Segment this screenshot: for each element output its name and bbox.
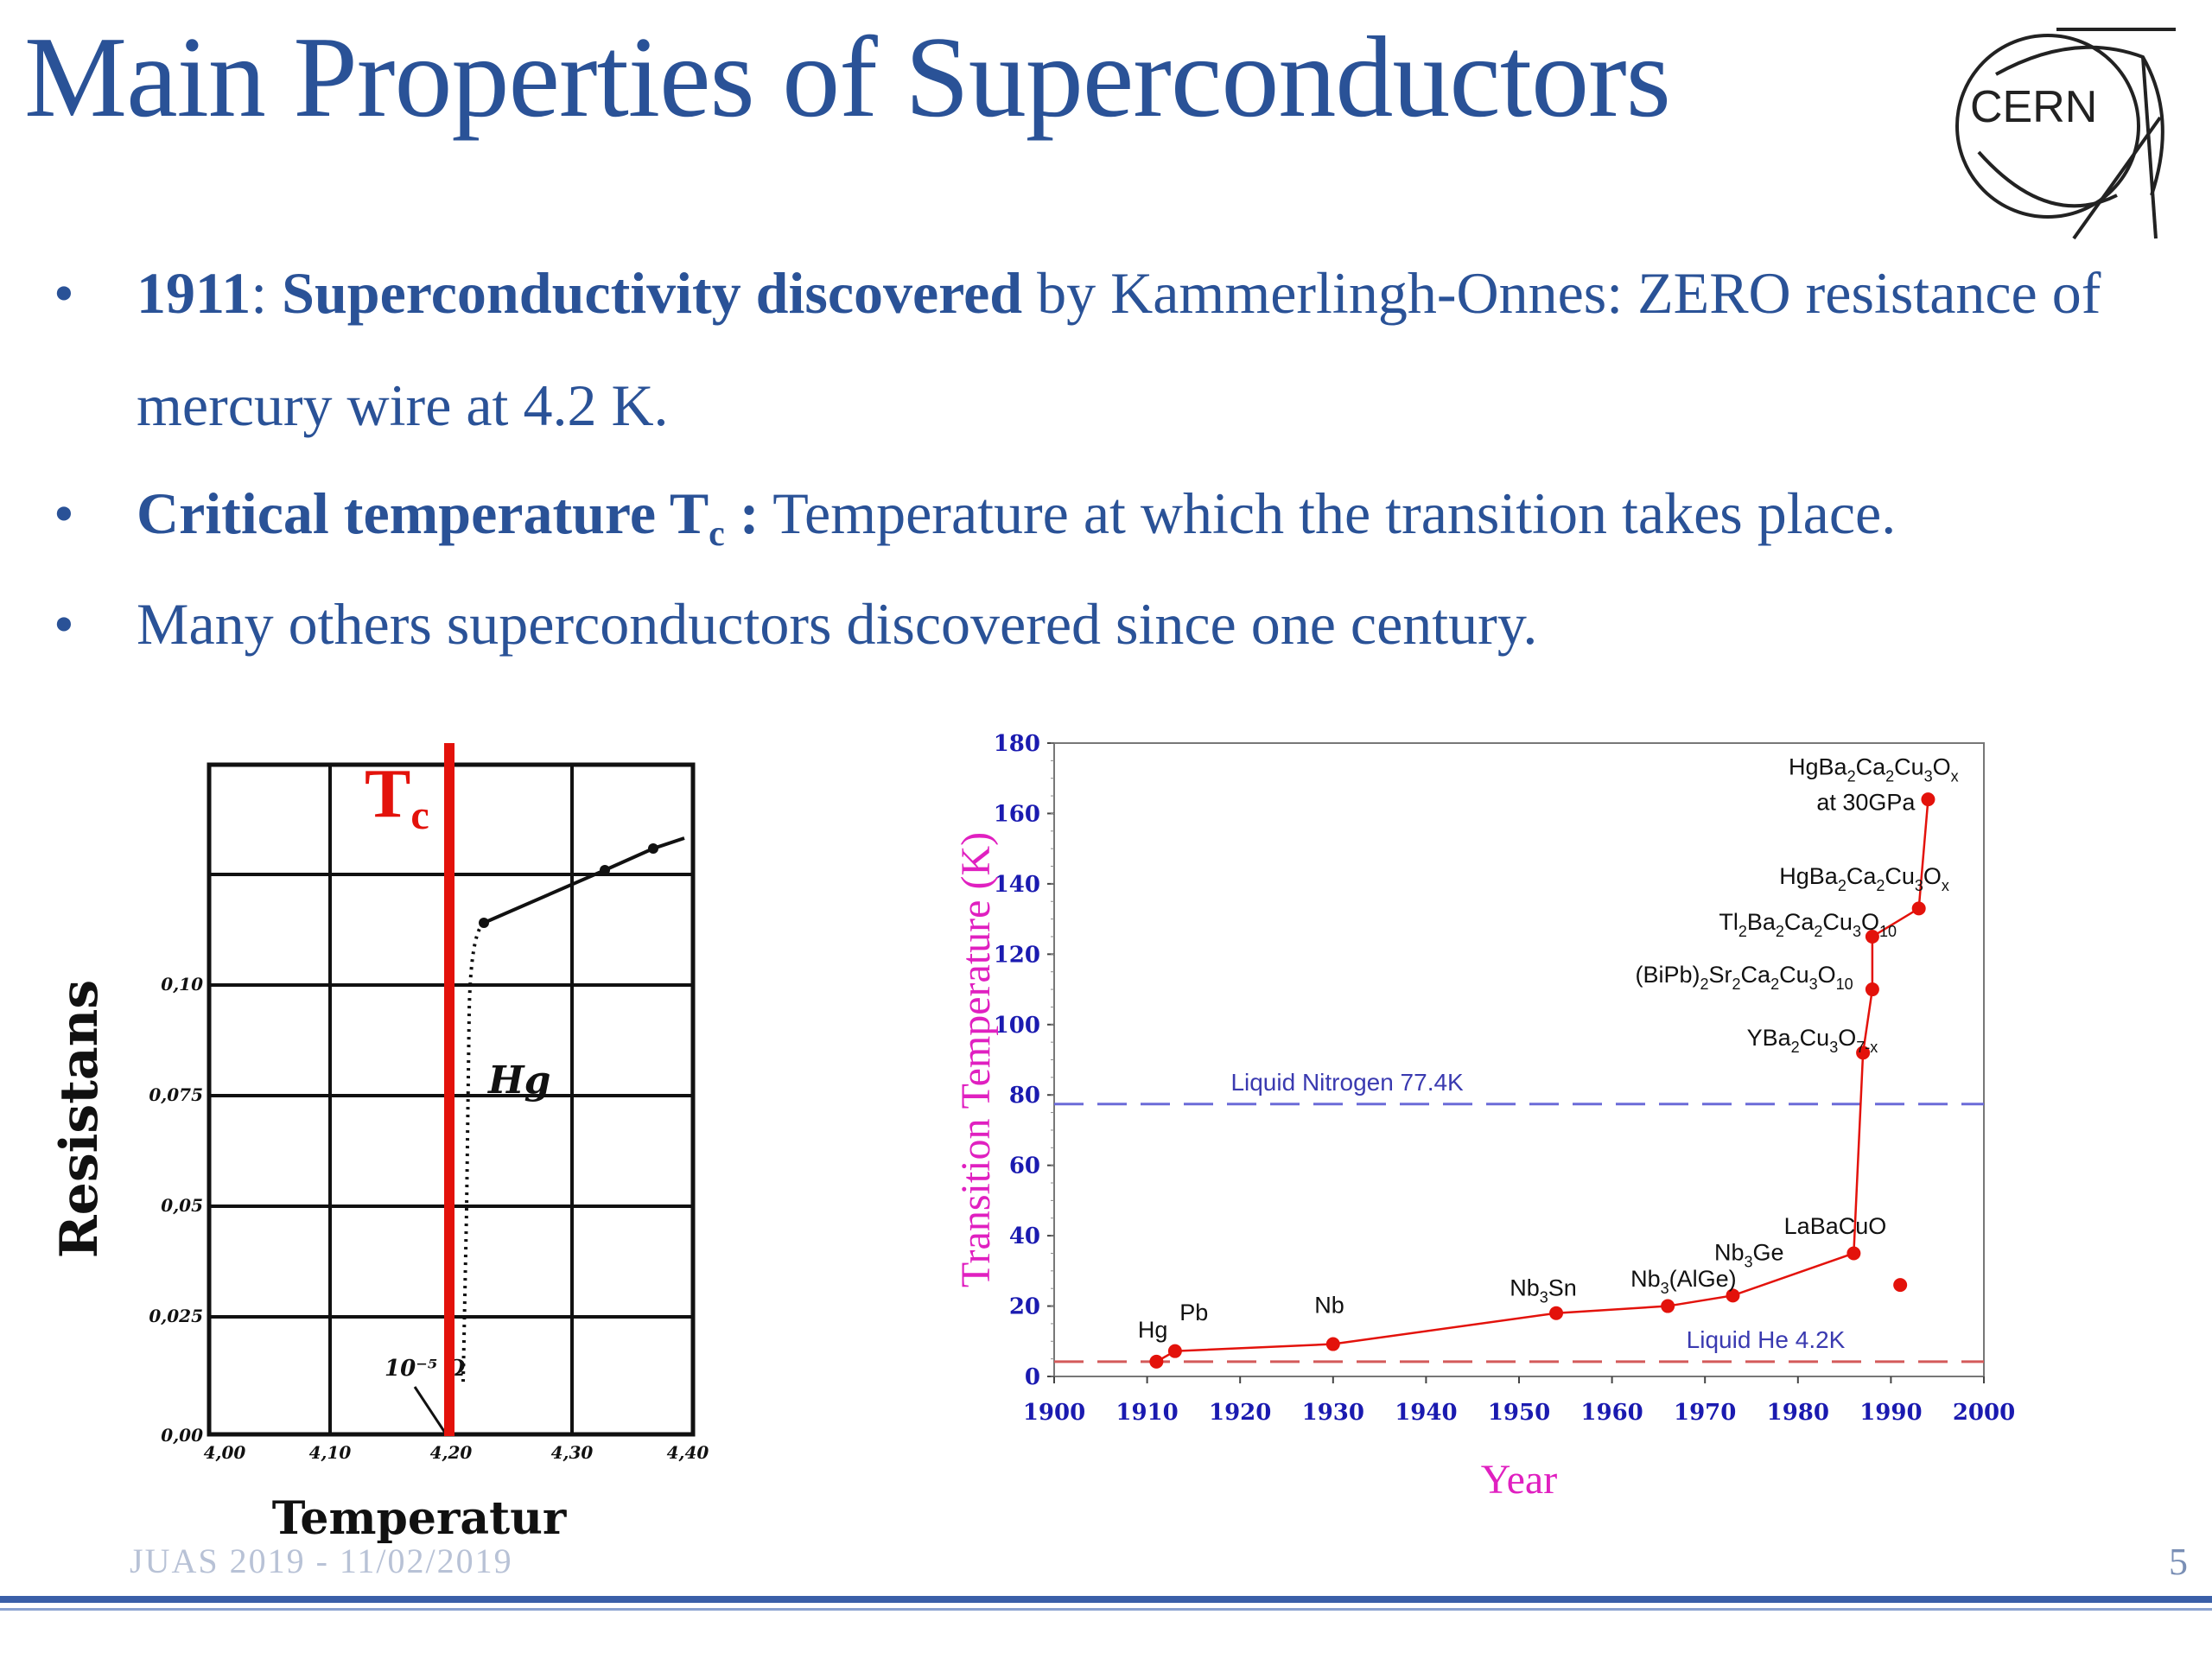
chart-ytick-label: 120: [994, 942, 1040, 968]
bullet-1-year: 1911: [137, 260, 251, 326]
chart-xtick-label: 1940: [1395, 1400, 1457, 1426]
data-point: [1549, 1306, 1564, 1320]
chart-xtick-label: 2000: [1953, 1400, 2015, 1426]
bullet-1-text: 1911: Superconductivity discovered by Ka…: [137, 259, 2101, 327]
point-label: HgBa2Ca2Cu3Ox: [1789, 754, 1959, 785]
slide-title: Main Properties of Superconductors: [24, 13, 1671, 141]
chart-ytick-label: 80: [1009, 1083, 1040, 1109]
data-point: [1921, 792, 1936, 807]
data-point: [1661, 1299, 1675, 1313]
data-point: [1149, 1354, 1164, 1369]
resistance-xtick-label: 4,10: [309, 1442, 352, 1463]
resistance-curve-transition: [461, 921, 486, 1383]
resistance-ytick-label: 0,05: [161, 1195, 203, 1216]
resistance-ytick-label: 0,025: [149, 1306, 203, 1326]
tc-label: Tc: [365, 756, 429, 838]
footer-rule-thin: [0, 1608, 2212, 1611]
data-point: [1167, 1344, 1182, 1358]
point-label: Nb: [1314, 1293, 1344, 1319]
point-label: Tl2Ba2Ca2Cu3O10: [1719, 909, 1897, 940]
data-point: [1847, 1246, 1861, 1261]
chart-xtick-label: 1930: [1302, 1400, 1364, 1426]
bullet-3-text: Many others superconductors discovered s…: [137, 591, 1538, 657]
point-label: Nb3Ge: [1714, 1240, 1784, 1271]
resistance-xtick-label: 4,00: [204, 1442, 246, 1463]
page-number: 5: [2169, 1541, 2188, 1583]
point-label: YBa2Cu3O7-x: [1747, 1025, 1878, 1056]
point-label: Nb3Sn: [1510, 1274, 1577, 1306]
chart-xtick-label: 1910: [1116, 1400, 1178, 1426]
point-label: (BiPb)2Sr2Ca2Cu3O10: [1636, 962, 1853, 993]
point-label: Hg: [1138, 1317, 1168, 1343]
bullet-2-marker: •: [54, 480, 74, 546]
chart-ytick-label: 0: [1025, 1364, 1040, 1390]
resistance-ytick-label: 0,075: [149, 1084, 203, 1105]
resistance-plot-xticks: 4,00 4,10 4,20 4,30 4,40: [204, 1442, 709, 1463]
resistance-ytick-label: 0,10: [161, 974, 203, 995]
point-label: LaBaCuO: [1784, 1213, 1887, 1239]
bullet-2-bold-after: :: [724, 480, 760, 546]
chart-ytick-label: 140: [994, 872, 1040, 898]
chart-xtick-label: 1970: [1674, 1400, 1736, 1426]
cern-logo: CERN: [1955, 28, 2176, 240]
point-label: HgBa2Ca2Cu3Ox: [1779, 863, 1949, 894]
bullet-2-text: Critical temperature Tc : Temperature at…: [137, 480, 1896, 555]
chart-xtick-label: 1990: [1859, 1400, 1922, 1426]
resistance-point: [648, 843, 658, 854]
chart-ytick-label: 20: [1009, 1294, 1040, 1320]
chart-ytick-label: 160: [994, 801, 1040, 827]
resistance-point: [600, 865, 610, 875]
reference-line-label: Liquid Nitrogen 77.4K: [1230, 1069, 1464, 1096]
annotation-hg: Hg: [486, 1058, 550, 1103]
chart-xtick-label: 1900: [1023, 1400, 1085, 1426]
resistance-xtick-label: 4,30: [551, 1442, 594, 1463]
tc-history-chart: 0 20 40 60 80 100 120 140 160 180 1900 1910 1920 1930…: [953, 731, 2015, 1503]
chart-xtick-label: 1920: [1209, 1400, 1271, 1426]
resistance-ylabel: Resistans: [49, 980, 110, 1258]
data-point: [1911, 901, 1926, 916]
resistance-xtick-label: 4,20: [430, 1442, 473, 1463]
chart-ytick-label: 180: [994, 731, 1040, 757]
bullet-3-marker: •: [54, 591, 74, 657]
data-point: [1325, 1337, 1340, 1351]
data-point: [1865, 982, 1879, 997]
bullet-1-separator: :: [251, 260, 283, 326]
resistance-curve-floor: [413, 1386, 447, 1433]
chart-ytick-label: 40: [1009, 1224, 1040, 1249]
chart-ytick-label: 60: [1009, 1154, 1040, 1179]
resistance-curve-upper: [483, 836, 685, 925]
series-line: [1155, 799, 1929, 1363]
resistance-xtick-label: 4,40: [667, 1442, 709, 1463]
resistance-plot-yticks: 0,10 0,075 0,05 0,025 0,00: [149, 974, 203, 1446]
data-point-isolated: [1893, 1278, 1908, 1293]
point-label: at 30GPa: [1816, 789, 1916, 815]
resistance-xlabel: Temperatur: [272, 1492, 567, 1545]
chart-xtick-label: 1980: [1767, 1400, 1829, 1426]
footer-text: JUAS 2019 - 11/02/2019: [130, 1541, 513, 1580]
bullet-1-rest: by Kammerlingh-Onnes: ZERO resistance of: [1022, 260, 2101, 326]
bullet-1-bold: Superconductivity discovered: [282, 260, 1023, 326]
reference-line-label: Liquid He 4.2K: [1687, 1326, 1846, 1353]
bullet-1-marker: •: [54, 260, 74, 326]
data-point: [1726, 1288, 1740, 1303]
chart-xtick-label: 1950: [1488, 1400, 1550, 1426]
bullet-1-line2: mercury wire at 4.2 K.: [137, 372, 669, 438]
bullet-2-bold: Critical temperature T: [137, 480, 709, 546]
data-point: [1865, 929, 1879, 944]
cern-logo-text: CERN: [1970, 82, 2097, 132]
chart-ylabel: Transition Temperature (K): [953, 832, 999, 1287]
chart-ytick-label: 100: [994, 1013, 1040, 1039]
bullet-2-rest: Temperature at which the transition take…: [759, 480, 1897, 546]
footer-rule: [0, 1596, 2212, 1603]
chart-xtick-label: 1960: [1580, 1400, 1643, 1426]
data-point: [1856, 1046, 1871, 1060]
chart-xlabel: Year: [1481, 1457, 1557, 1503]
point-label: Pb: [1179, 1300, 1208, 1325]
resistance-ytick-label: 0,00: [161, 1425, 203, 1446]
point-label: Nb3(AlGe): [1630, 1266, 1737, 1297]
bullet-2-subscript: c: [709, 514, 725, 554]
